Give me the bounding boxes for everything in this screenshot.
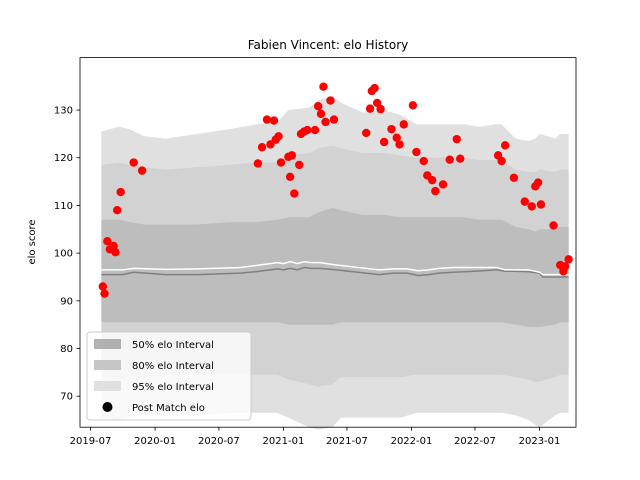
data-point-34 bbox=[362, 128, 371, 138]
legend-swatch-2 bbox=[94, 360, 121, 370]
data-point-32 bbox=[326, 96, 335, 105]
data-point-40 bbox=[379, 137, 389, 147]
x-tick-label-2: 2020-01 bbox=[134, 436, 176, 447]
data-point-51 bbox=[438, 180, 448, 189]
data-point-52 bbox=[445, 155, 454, 164]
data-point-1 bbox=[98, 282, 108, 291]
data-point-12 bbox=[257, 143, 267, 152]
interval-band-50 bbox=[101, 207, 569, 328]
legend-label-2: 80% elo Interval bbox=[132, 361, 214, 372]
data-point-29 bbox=[316, 109, 326, 119]
axes-frame bbox=[79, 57, 577, 428]
data-point-62 bbox=[533, 178, 543, 187]
data-point-38 bbox=[372, 98, 382, 108]
data-point-50 bbox=[431, 186, 440, 196]
data-point-68 bbox=[564, 255, 573, 264]
data-point-60 bbox=[527, 202, 536, 211]
y-axis: 70 80 90 100 110 120 130 bbox=[54, 106, 80, 403]
data-point-57 bbox=[500, 141, 510, 150]
x-tick-label-3: 2020-07 bbox=[198, 436, 240, 447]
data-point-39 bbox=[376, 104, 385, 114]
data-point-7 bbox=[112, 206, 122, 215]
data-point-2 bbox=[100, 289, 109, 298]
data-point-3 bbox=[103, 237, 112, 246]
data-point-58 bbox=[509, 173, 519, 182]
median-line bbox=[101, 266, 569, 278]
legend-label-3: 95% elo Interval bbox=[132, 382, 214, 393]
data-point-41 bbox=[387, 124, 396, 134]
data-point-27 bbox=[310, 125, 320, 135]
legend: 50% elo Interval 80% elo Interval 95% elo … bbox=[86, 331, 252, 421]
data-point-63 bbox=[536, 200, 546, 209]
data-point-10 bbox=[137, 166, 147, 175]
data-point-35 bbox=[365, 104, 375, 113]
data-point-67 bbox=[560, 262, 570, 271]
x-tick-label-7: 2022-07 bbox=[454, 436, 496, 447]
data-point-42 bbox=[392, 133, 401, 142]
y-tick-label-2: 80 bbox=[60, 344, 73, 355]
y-axis-label: elo score bbox=[27, 219, 38, 264]
x-tick-label-8: 2023-01 bbox=[519, 436, 561, 447]
data-point-45 bbox=[408, 101, 418, 110]
x-tick-label-1: 2019-07 bbox=[70, 436, 112, 447]
data-point-15 bbox=[269, 116, 279, 125]
data-point-30 bbox=[319, 82, 328, 91]
y-tick-label-4: 100 bbox=[54, 249, 73, 260]
data-point-20 bbox=[285, 172, 295, 182]
data-point-23 bbox=[295, 160, 304, 170]
data-point-49 bbox=[427, 175, 437, 185]
data-point-13 bbox=[262, 115, 272, 124]
data-point-46 bbox=[412, 147, 421, 157]
data-point-21 bbox=[287, 151, 297, 160]
legend-label-4: Post Match elo bbox=[132, 403, 205, 414]
data-point-33 bbox=[329, 115, 339, 124]
data-point-11 bbox=[253, 159, 263, 168]
data-point-31 bbox=[321, 117, 330, 127]
y-tick-label-5: 110 bbox=[54, 201, 73, 212]
data-point-56 bbox=[497, 156, 506, 166]
data-point-22 bbox=[290, 189, 299, 198]
data-point-59 bbox=[520, 197, 529, 206]
legend-swatch-1 bbox=[94, 339, 121, 349]
data-point-54 bbox=[456, 154, 465, 163]
x-tick-label-5: 2021-07 bbox=[326, 436, 368, 447]
data-point-6 bbox=[111, 247, 120, 257]
legend-label-1: 50% elo Interval bbox=[132, 340, 214, 351]
legend-swatch-3 bbox=[94, 381, 121, 391]
data-point-17 bbox=[274, 132, 283, 141]
y-tick-label-1: 70 bbox=[60, 392, 73, 403]
mean-line bbox=[101, 260, 569, 276]
y-tick-label-3: 90 bbox=[60, 296, 73, 307]
data-point-9 bbox=[129, 158, 138, 167]
data-point-18 bbox=[276, 158, 286, 167]
data-point-44 bbox=[399, 120, 408, 129]
legend-box bbox=[86, 331, 252, 421]
data-point-53 bbox=[452, 134, 461, 144]
data-point-26 bbox=[303, 125, 312, 135]
y-tick-label-6: 120 bbox=[54, 153, 73, 164]
x-axis: 2019-07 2020-01 2020-07 2021-01 2021-07 2022-… bbox=[70, 427, 561, 447]
y-tick-label-7: 130 bbox=[54, 106, 73, 117]
legend-marker-4 bbox=[102, 402, 113, 412]
chart-title: Fabien Vincent: elo History bbox=[248, 38, 409, 52]
data-point-37 bbox=[370, 83, 379, 93]
data-point-28 bbox=[313, 102, 323, 111]
data-point-8 bbox=[116, 187, 125, 197]
data-point-47 bbox=[419, 156, 428, 166]
data-point-64 bbox=[549, 221, 558, 230]
data-point-43 bbox=[395, 140, 404, 149]
x-tick-label-4: 2021-01 bbox=[263, 436, 305, 447]
x-tick-label-6: 2022-01 bbox=[391, 436, 433, 447]
